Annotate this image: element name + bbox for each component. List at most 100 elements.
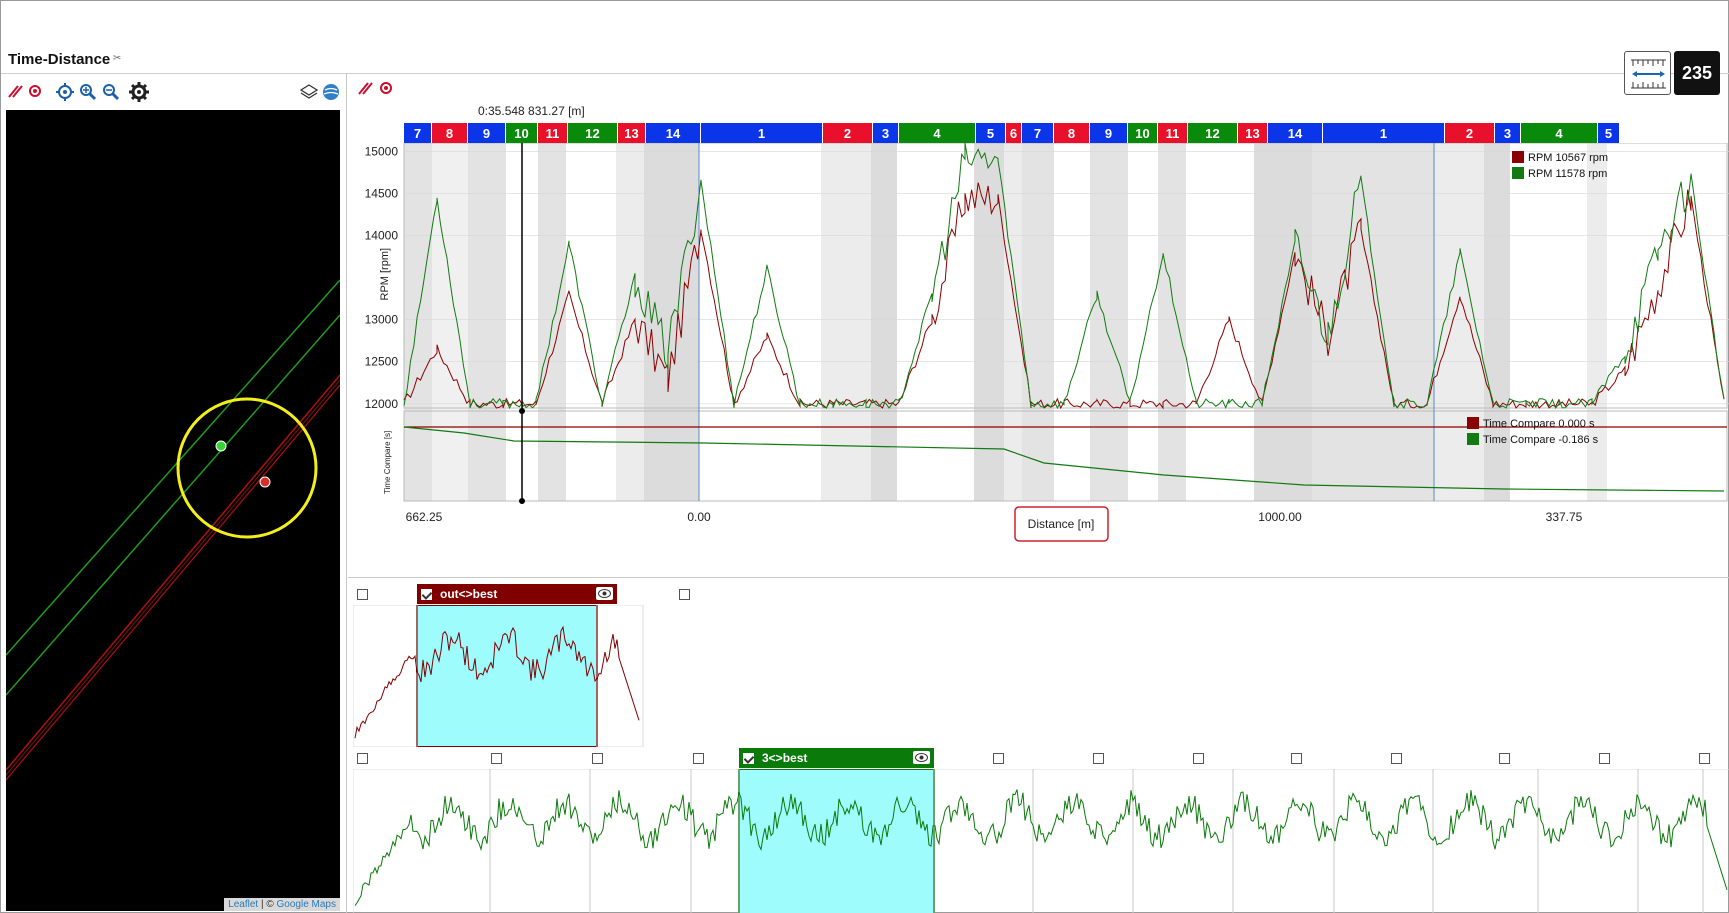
lap-checkbox[interactable] xyxy=(693,753,704,764)
sector-3[interactable]: 3 xyxy=(1495,123,1521,143)
sector-shading xyxy=(1090,143,1128,501)
record-icon[interactable] xyxy=(29,85,41,97)
sector-shading xyxy=(432,143,468,501)
layers-icon[interactable] xyxy=(300,83,318,101)
lap-checkbox[interactable] xyxy=(1093,753,1104,764)
sector-11[interactable]: 11 xyxy=(1158,123,1188,143)
attribution-separator: | © xyxy=(258,899,277,910)
chart-toolbar xyxy=(353,79,413,101)
eye-icon[interactable] xyxy=(596,587,613,600)
map-marker-green xyxy=(215,440,227,452)
settings-icon[interactable] xyxy=(129,82,149,102)
sector-12[interactable]: 12 xyxy=(1188,123,1238,143)
lap-checkbox[interactable] xyxy=(1699,753,1710,764)
sector-7[interactable]: 7 xyxy=(1022,123,1054,143)
lap-window-bottom[interactable]: 3<>best xyxy=(739,748,934,768)
svg-text:Time Compare -0.186 s: Time Compare -0.186 s xyxy=(1483,434,1599,446)
lap-checkbox[interactable] xyxy=(993,753,1004,764)
clear-icon[interactable] xyxy=(357,80,373,96)
rpm-tick-label: 12000 xyxy=(365,397,399,411)
google-maps-link[interactable]: Google Maps xyxy=(276,899,336,910)
panel-splitter[interactable] xyxy=(346,73,347,913)
sector-4[interactable]: 4 xyxy=(899,123,976,143)
sector-shading xyxy=(1022,143,1054,501)
overview-lap-strip-top[interactable] xyxy=(352,604,706,748)
rpm-tick-label: 14000 xyxy=(365,229,399,243)
svg-text:RPM 10567 rpm: RPM 10567 rpm xyxy=(1528,152,1608,164)
sector-13[interactable]: 13 xyxy=(618,123,646,143)
lap-checkbox[interactable] xyxy=(357,589,368,600)
lap-checkbox[interactable] xyxy=(1599,753,1610,764)
sector-11[interactable]: 11 xyxy=(538,123,568,143)
sector-9[interactable]: 9 xyxy=(1090,123,1128,143)
sector-2[interactable]: 2 xyxy=(823,123,873,143)
lap-checkbox[interactable] xyxy=(1193,753,1204,764)
lap-window-checkbox[interactable] xyxy=(421,588,432,600)
sector-shading xyxy=(1587,143,1607,501)
x-tick-label: 662.25 xyxy=(406,510,443,524)
sector-4[interactable]: 4 xyxy=(1521,123,1598,143)
telemetry-chart[interactable]: 15000 14500 14000 13000 12500 12000 RPM [rpm] T… xyxy=(356,130,1729,553)
svg-text:RPM 11578 rpm: RPM 11578 rpm xyxy=(1528,168,1607,180)
sector-shading xyxy=(871,143,897,501)
sector-shading xyxy=(404,143,432,501)
zoom-out-icon[interactable] xyxy=(102,83,120,101)
lap-checkbox[interactable] xyxy=(592,753,603,764)
sector-3[interactable]: 3 xyxy=(873,123,899,143)
lap-window-top[interactable]: out<>best xyxy=(417,584,617,604)
sector-10[interactable]: 10 xyxy=(506,123,538,143)
globe-icon[interactable] xyxy=(322,83,340,101)
rpm-tick-label: 13000 xyxy=(365,313,399,327)
sector-7[interactable]: 7 xyxy=(404,123,432,143)
panel-title[interactable]: Time-Distance xyxy=(8,51,111,68)
map-marker-red xyxy=(259,476,271,488)
sector-10[interactable]: 10 xyxy=(1128,123,1158,143)
sector-1[interactable]: 1 xyxy=(1323,123,1445,143)
time-compare-line xyxy=(403,426,1725,492)
lap-checkbox[interactable] xyxy=(491,753,502,764)
sector-9[interactable]: 9 xyxy=(468,123,506,143)
leaflet-link[interactable]: Leaflet xyxy=(228,899,259,910)
lap-counter-button[interactable]: 235 xyxy=(1674,51,1720,95)
sector-shading xyxy=(1158,143,1186,501)
sector-8[interactable]: 8 xyxy=(432,123,468,143)
clear-icon[interactable] xyxy=(7,83,23,99)
time-axis-label: Time Compare [s] xyxy=(383,431,392,494)
sector-shading xyxy=(1484,143,1510,501)
sector-2[interactable]: 2 xyxy=(1445,123,1495,143)
sector-shading xyxy=(468,143,506,501)
sector-14[interactable]: 14 xyxy=(1268,123,1323,143)
selected-lap-window xyxy=(416,604,598,748)
sector-5[interactable]: 5 xyxy=(1598,123,1620,143)
sector-8[interactable]: 8 xyxy=(1054,123,1090,143)
sector-1[interactable]: 1 xyxy=(701,123,823,143)
sector-shading xyxy=(1312,143,1434,501)
sector-6[interactable]: 6 xyxy=(1006,123,1022,143)
sector-14[interactable]: 14 xyxy=(646,123,701,143)
sector-shading xyxy=(644,143,699,501)
locate-icon[interactable] xyxy=(56,83,74,101)
sector-bar[interactable]: 7 8 9 10 11 12 13 14 1 2 3 4 5 6 7 8 9 10 11 12 13 14 1 2 3 4 5 xyxy=(404,123,1728,143)
ruler-button[interactable] xyxy=(1624,51,1671,95)
lap-checkbox[interactable] xyxy=(357,753,368,764)
overview-lap-strip-bottom[interactable] xyxy=(352,768,1729,913)
record-icon[interactable] xyxy=(380,82,392,94)
chart-overview-splitter[interactable] xyxy=(348,577,1729,578)
legend-entry: Time Compare 0.000 s xyxy=(1467,417,1595,430)
zoom-in-icon[interactable] xyxy=(79,83,97,101)
lap-checkbox[interactable] xyxy=(679,589,690,600)
lap-checkbox[interactable] xyxy=(1499,753,1510,764)
pin-icon[interactable]: ✂ xyxy=(113,53,122,64)
track-map[interactable]: Leaflet | © Google Maps xyxy=(6,110,340,911)
lap-checkbox[interactable] xyxy=(1291,753,1302,764)
lap-checkbox[interactable] xyxy=(1391,753,1402,764)
sector-5[interactable]: 5 xyxy=(976,123,1006,143)
telemetry-chart-svg: 15000 14500 14000 13000 12500 12000 RPM [rpm] T… xyxy=(365,130,1729,542)
map-cursor-ring xyxy=(176,397,318,539)
sector-13[interactable]: 13 xyxy=(1238,123,1268,143)
eye-icon[interactable] xyxy=(913,751,930,764)
sector-12[interactable]: 12 xyxy=(568,123,618,143)
x-axis-label: Distance [m] xyxy=(1028,517,1095,531)
x-tick-label: 0.00 xyxy=(687,510,711,524)
lap-window-checkbox[interactable] xyxy=(743,752,754,764)
